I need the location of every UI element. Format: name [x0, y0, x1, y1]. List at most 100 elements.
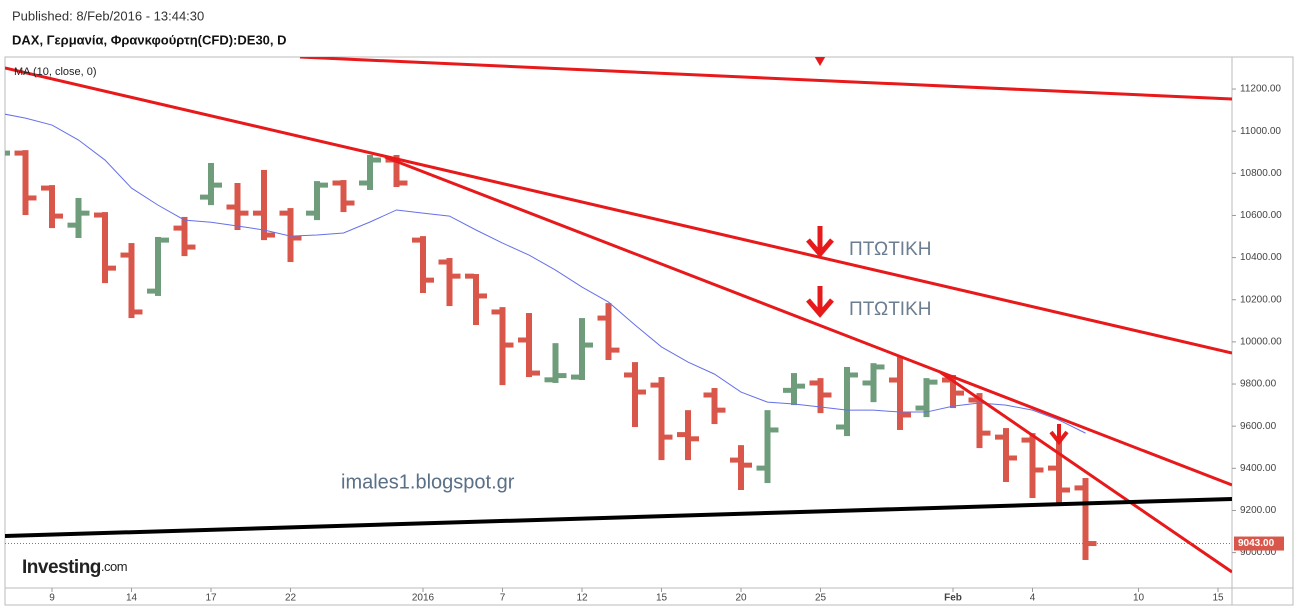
bar-close — [902, 412, 911, 418]
bar-close — [610, 347, 620, 353]
bar-close — [690, 436, 699, 442]
bar-range — [526, 313, 532, 378]
bar-close — [345, 200, 355, 206]
logo-suffix: .com — [101, 559, 127, 574]
ma-line — [5, 113, 1086, 434]
x-tick-label: 12 — [576, 593, 588, 604]
bar-open — [279, 210, 289, 216]
bar-open — [783, 387, 792, 393]
logo-text: Investing — [22, 557, 101, 578]
bar-close — [637, 389, 646, 395]
bar-open — [253, 210, 262, 216]
bar-range — [420, 236, 426, 293]
x-tick-label: 22 — [285, 593, 297, 604]
y-tick-label: 10800.00 — [1240, 168, 1282, 179]
bar-open — [41, 185, 50, 191]
trend-line — [384, 155, 1232, 487]
last-price-box — [1234, 536, 1284, 551]
bar-close — [981, 430, 991, 436]
bar-range — [1056, 440, 1062, 504]
bar-close — [875, 364, 885, 370]
bar-range — [870, 363, 877, 403]
bar-open — [465, 273, 474, 279]
y-tick-label: 10200.00 — [1240, 294, 1282, 305]
bar-close — [425, 277, 434, 283]
y-tick-label: 9000.00 — [1240, 547, 1277, 558]
bar-close — [186, 244, 196, 250]
bar-open — [915, 405, 925, 411]
bar-open — [544, 377, 554, 383]
bar-open — [147, 288, 156, 294]
bar-close — [80, 210, 90, 216]
bar-range — [49, 185, 55, 229]
bar-open — [756, 465, 766, 471]
trend-line — [939, 370, 1232, 574]
bar-range — [605, 303, 612, 361]
bar-range — [287, 208, 294, 263]
bar-open — [995, 434, 1004, 440]
bar-open — [306, 210, 315, 216]
bar-open — [703, 392, 713, 398]
bar-close — [769, 427, 779, 433]
x-tick-label: 9 — [49, 593, 55, 604]
bar-open — [968, 397, 978, 403]
bar-close — [716, 407, 726, 413]
bar-open — [412, 237, 421, 243]
bar-range — [0, 148, 2, 161]
x-tick-label: 15 — [656, 593, 668, 604]
bar-close — [27, 195, 37, 201]
bar-open — [518, 337, 527, 343]
bar-open — [226, 204, 236, 210]
bar-open — [1048, 465, 1057, 471]
bar-range — [102, 212, 108, 284]
bar-open — [889, 377, 898, 383]
bar-close — [504, 342, 514, 348]
bar-range — [764, 410, 771, 484]
bar-range — [128, 243, 135, 319]
bar-close — [54, 213, 63, 219]
chart-title: DAX, Γερμανία, Φρανκφούρτη(CFD):DE30, D — [12, 32, 287, 47]
bar-range — [314, 181, 320, 221]
last-price-label: 9043.00 — [1238, 538, 1275, 549]
bar-range — [393, 154, 400, 188]
bar-close — [319, 182, 328, 188]
bar-open — [730, 457, 739, 463]
bar-range — [22, 150, 29, 216]
x-tick-label: 7 — [500, 593, 506, 604]
logo: Investing.com — [22, 557, 127, 578]
bar-close — [928, 379, 938, 385]
bar-open — [14, 150, 24, 156]
bar-close — [1061, 487, 1070, 493]
frame — [4, 56, 1294, 606]
bar-close — [266, 232, 275, 238]
bar-range — [1029, 433, 1036, 499]
bar-open — [438, 259, 448, 265]
bar-range — [738, 445, 744, 491]
x-tick-label: 4 — [1030, 593, 1036, 604]
bar-range — [844, 366, 850, 437]
bar-range — [658, 377, 665, 461]
bar-open — [120, 252, 130, 258]
bar-open — [942, 377, 951, 383]
y-tick-label: 11000.00 — [1240, 126, 1281, 137]
bar-close — [451, 273, 461, 279]
bar-range — [579, 318, 585, 381]
bar-range — [340, 180, 347, 213]
bar-open — [1021, 437, 1031, 443]
bar-close — [292, 235, 302, 241]
bar-open — [650, 382, 660, 388]
bar-range — [817, 378, 824, 414]
bar-range — [155, 236, 161, 296]
bar-open — [67, 222, 77, 228]
bar-close — [822, 392, 832, 398]
bar-open — [359, 180, 368, 186]
bar-range — [446, 258, 453, 307]
bar-close — [849, 372, 858, 378]
annotation: ΠΤΩΤΙΚΗ — [849, 299, 931, 320]
bar-range — [685, 410, 691, 461]
bar-range — [976, 393, 983, 449]
x-tick-label: 20 — [735, 593, 747, 604]
bar-close — [133, 309, 143, 315]
bar-open — [677, 432, 686, 438]
